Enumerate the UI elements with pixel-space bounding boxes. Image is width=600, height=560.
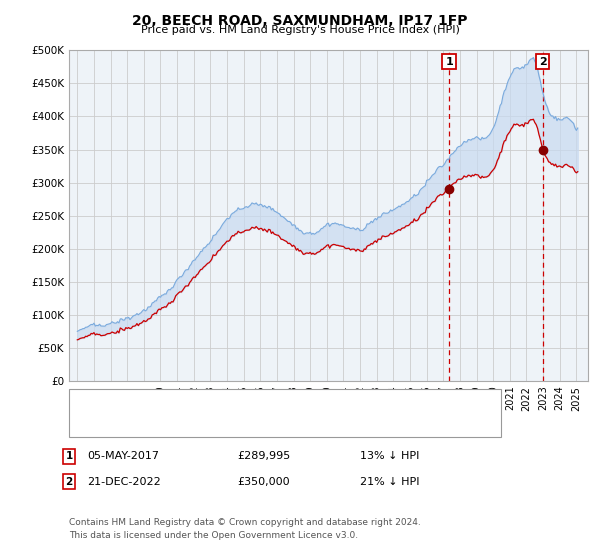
Text: £350,000: £350,000	[237, 477, 290, 487]
Text: 1: 1	[445, 57, 453, 67]
Text: ———: ———	[78, 416, 115, 430]
Text: HPI: Average price, detached house, East Suffolk: HPI: Average price, detached house, East…	[108, 418, 363, 428]
Text: Price paid vs. HM Land Registry's House Price Index (HPI): Price paid vs. HM Land Registry's House …	[140, 25, 460, 35]
Text: 21% ↓ HPI: 21% ↓ HPI	[360, 477, 419, 487]
Text: Contains HM Land Registry data © Crown copyright and database right 2024.
This d: Contains HM Land Registry data © Crown c…	[69, 519, 421, 540]
Text: 13% ↓ HPI: 13% ↓ HPI	[360, 451, 419, 461]
Text: 20, BEECH ROAD, SAXMUNDHAM, IP17 1FP (detached house): 20, BEECH ROAD, SAXMUNDHAM, IP17 1FP (de…	[108, 396, 426, 407]
Text: £289,995: £289,995	[237, 451, 290, 461]
Text: 2: 2	[539, 57, 547, 67]
Text: 05-MAY-2017: 05-MAY-2017	[87, 451, 159, 461]
Text: 21-DEC-2022: 21-DEC-2022	[87, 477, 161, 487]
Text: 20, BEECH ROAD, SAXMUNDHAM, IP17 1FP: 20, BEECH ROAD, SAXMUNDHAM, IP17 1FP	[132, 14, 468, 28]
Text: 1: 1	[65, 451, 73, 461]
Text: ———: ———	[78, 395, 115, 408]
Text: 2: 2	[65, 477, 73, 487]
